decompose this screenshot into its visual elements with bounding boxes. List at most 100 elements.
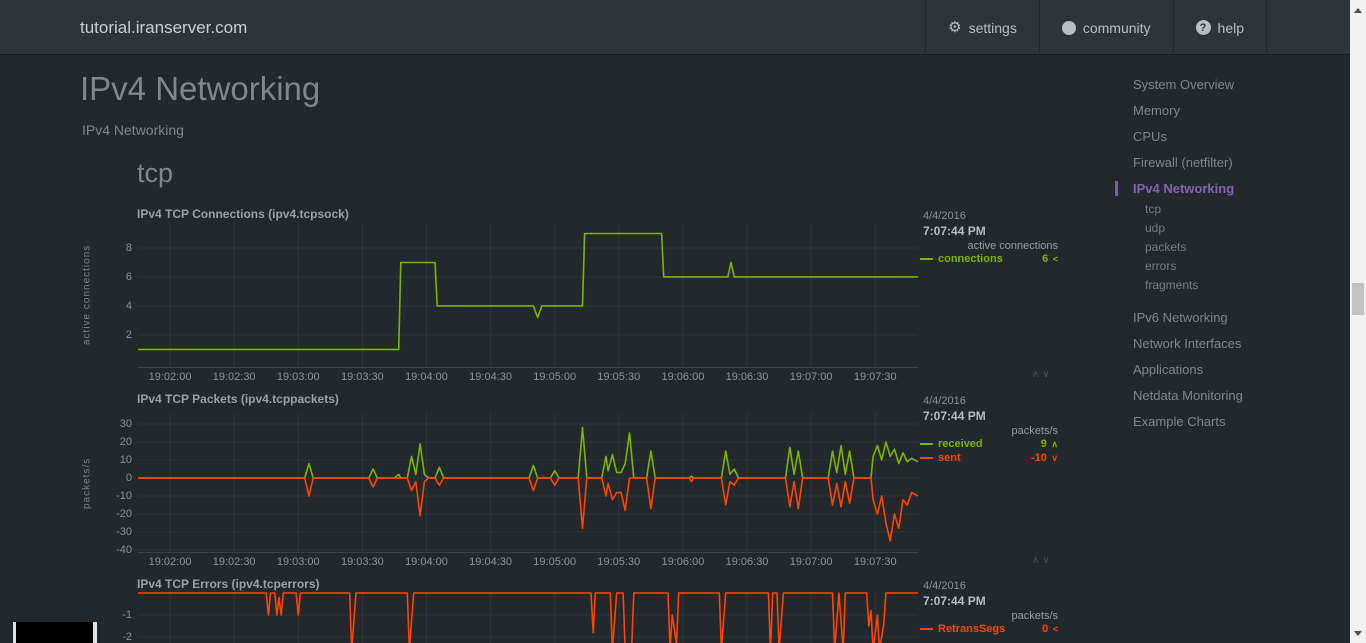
x-tick-label: 19:06:30 — [725, 371, 769, 383]
section-heading-tcp: tcp — [137, 158, 174, 188]
legend-units: active connections — [967, 240, 1059, 252]
chart-tcp-connections: IPv4 TCP Connections (ipv4.tcpsock) 8 6 4 2 a… — [0, 205, 1080, 390]
series-line-sent — [138, 477, 918, 542]
y-tick-label: -30 — [116, 525, 132, 538]
sidebar-item-applications[interactable]: Applications — [1133, 362, 1204, 377]
legend-units: packets/s — [1011, 425, 1058, 437]
sidebar-item-network-interfaces[interactable]: Network Interfaces — [1133, 336, 1242, 351]
community-label: community — [1082, 19, 1151, 36]
sidebar-item-ipv4-networking[interactable]: IPv4 Networking — [1115, 181, 1234, 196]
series-line-connections — [138, 232, 918, 351]
x-tick-label: 19:04:00 — [405, 371, 448, 383]
github-icon — [1061, 20, 1076, 35]
series-dash-icon — [920, 258, 933, 260]
page-title: IPv4 Networking — [80, 70, 321, 107]
legend-row-sent: sent -10 ∨ — [920, 452, 1058, 465]
x-tick-label: 19:05:00 — [533, 371, 577, 383]
trend-arrow-icon: < — [1050, 624, 1058, 634]
x-tick-label: 19:07:30 — [853, 556, 897, 568]
chart-canvas[interactable] — [138, 590, 918, 643]
legend-series-name: received — [938, 438, 983, 450]
community-button[interactable]: community — [1038, 0, 1173, 55]
sidebar-item-packets[interactable]: packets — [1145, 240, 1187, 254]
scroll-down-arrow[interactable] — [1350, 625, 1366, 641]
legend-series-value: 9 ∧ — [1040, 438, 1058, 450]
chevron-up-icon[interactable]: ∧ — [1032, 555, 1043, 566]
chevron-down-icon[interactable]: ∨ — [1042, 555, 1053, 566]
legend-series-toggle[interactable]: sent — [920, 452, 961, 464]
x-tick-label: 19:02:30 — [212, 556, 256, 568]
chart-tcp-packets: IPv4 TCP Packets (ipv4.tcppackets) 30 20 10… — [0, 390, 1080, 575]
x-tick-label: 19:04:30 — [469, 371, 512, 383]
x-tick-label: 19:07:00 — [789, 371, 833, 383]
sidebar-item-firewall-netfilter[interactable]: Firewall (netfilter) — [1133, 155, 1233, 170]
legend-series-toggle[interactable]: connections — [920, 253, 1003, 265]
chevron-up-icon[interactable]: ∧ — [1032, 369, 1043, 380]
x-tick-label: 19:07:30 — [853, 371, 897, 383]
chart-resize-toggles[interactable]: ∧∨ — [1032, 369, 1053, 380]
y-tick-label: -40 — [116, 543, 132, 556]
chart-tcp-errors: IPv4 TCP Errors (ipv4.tcperrors) -1 -2 4/4/… — [0, 575, 1080, 643]
y-tick-label: 4 — [125, 299, 132, 312]
chart-title-ipv4-tcp-errors-ipv4-tcperrors: IPv4 TCP Errors (ipv4.tcperrors) — [137, 577, 320, 591]
y-tick-label: -20 — [116, 507, 132, 520]
legend-series-value: -10 ∨ — [1031, 452, 1058, 464]
x-tick-label: 19:03:30 — [340, 556, 384, 568]
chart-title-ipv4-tcp-packets-ipv4-tcppackets: IPv4 TCP Packets (ipv4.tcppackets) — [137, 392, 339, 406]
x-tick-label: 19:05:00 — [533, 556, 577, 568]
y-tick-label: -10 — [116, 489, 132, 502]
legend-date: 4/4/2016 — [923, 580, 966, 592]
scrollbar-thumb[interactable] — [1352, 283, 1364, 315]
brand-hostname: tutorial.iranserver.com — [80, 18, 248, 37]
settings-label: settings — [968, 19, 1017, 36]
x-tick-label: 19:07:00 — [789, 556, 833, 568]
chart-title-ipv4-tcp-connections-ipv4-tcpsock: IPv4 TCP Connections (ipv4.tcpsock) — [137, 207, 349, 221]
series-line-retranssegs — [138, 592, 918, 643]
legend-row-received: received 9 ∧ — [920, 438, 1058, 451]
y-tick-label: -2 — [122, 630, 132, 643]
x-tick-label: 19:04:30 — [469, 556, 512, 568]
x-tick-label: 19:03:00 — [276, 371, 320, 383]
sidebar-item-memory[interactable]: Memory — [1133, 103, 1180, 118]
x-tick-label: 19:06:00 — [661, 371, 705, 383]
sidebar-item-fragments[interactable]: fragments — [1145, 278, 1199, 292]
sidebar-item-udp[interactable]: udp — [1145, 221, 1166, 235]
x-tick-label: 19:06:30 — [725, 556, 769, 568]
sidebar-item-tcp[interactable]: tcp — [1145, 202, 1162, 216]
sidebar-item-errors[interactable]: errors — [1145, 259, 1177, 273]
legend-series-value: 0 < — [1042, 623, 1058, 635]
y-axis-title: packets/s — [81, 457, 93, 509]
help-button[interactable]: ? help — [1172, 0, 1267, 55]
chart-plot-svg — [138, 222, 918, 367]
legend-date: 4/4/2016 — [923, 395, 966, 407]
sidebar-item-cpus[interactable]: CPUs — [1133, 129, 1167, 144]
trend-arrow-icon: ∨ — [1048, 453, 1058, 463]
legend-series-name: sent — [938, 452, 961, 464]
y-tick-label: 10 — [119, 453, 132, 466]
settings-button[interactable]: ⚙ settings — [925, 0, 1039, 55]
sidebar-item-ipv6-networking[interactable]: IPv6 Networking — [1133, 310, 1228, 325]
x-tick-label: 19:02:00 — [148, 371, 192, 383]
legend-time: 7:07:44 PM — [923, 594, 986, 608]
sidebar-item-example-charts[interactable]: Example Charts — [1133, 414, 1226, 429]
trend-arrow-icon: < — [1050, 254, 1058, 264]
legend-series-toggle[interactable]: RetransSegs — [920, 623, 1005, 635]
chevron-down-icon[interactable]: ∨ — [1042, 369, 1053, 380]
legend-series-toggle[interactable]: received — [920, 438, 983, 450]
y-tick-label: 30 — [119, 417, 132, 430]
y-tick-label: 20 — [119, 435, 132, 448]
chart-resize-toggles[interactable]: ∧∨ — [1032, 555, 1053, 566]
scroll-up-arrow[interactable] — [1350, 2, 1366, 18]
chart-plot-svg — [138, 590, 918, 643]
y-axis-title: active connections — [81, 244, 93, 346]
legend-date: 4/4/2016 — [923, 210, 966, 222]
chart-canvas[interactable] — [138, 413, 918, 553]
x-tick-label: 19:06:00 — [661, 556, 705, 568]
sidebar-item-netdata-monitoring[interactable]: Netdata Monitoring — [1133, 388, 1243, 403]
scrollbar[interactable] — [1350, 0, 1366, 643]
trend-arrow-icon: ∧ — [1048, 439, 1058, 449]
gear-icon: ⚙ — [948, 19, 962, 36]
sidebar-item-system-overview[interactable]: System Overview — [1133, 77, 1235, 92]
chart-canvas[interactable] — [138, 222, 918, 368]
legend-row-retranssegs: RetransSegs 0 < — [920, 623, 1058, 636]
